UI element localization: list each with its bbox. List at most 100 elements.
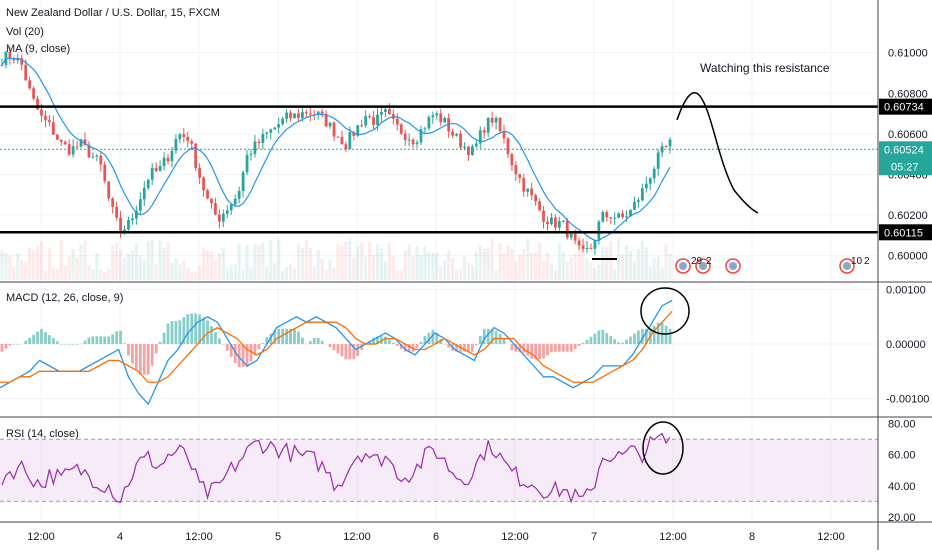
candle-body <box>186 137 189 141</box>
volume-bar <box>380 248 383 280</box>
macd-histogram-bar <box>396 344 399 346</box>
candle-body <box>131 218 134 220</box>
volume-bar <box>214 261 217 280</box>
candle-body <box>546 222 549 224</box>
volume-bar <box>593 268 596 280</box>
candle-body <box>226 210 229 213</box>
candle-body <box>52 122 55 134</box>
candle-body <box>396 119 399 125</box>
price-legend-title: New Zealand Dollar / U.S. Dollar, 15, FX… <box>6 7 220 19</box>
volume-bar <box>408 244 411 280</box>
volume-bar <box>147 242 150 280</box>
candle-body <box>198 168 201 178</box>
volume-bar <box>502 253 505 280</box>
volume-bar <box>435 252 438 280</box>
price-axis[interactable]: 0.610000.608000.606000.604000.602000.600… <box>879 48 932 263</box>
candle-body <box>574 234 577 241</box>
volume-bar <box>115 243 118 280</box>
macd-histogram-bar <box>143 344 146 375</box>
candle-body <box>475 144 478 147</box>
candle-body <box>1 65 4 66</box>
macd-histogram-bar <box>356 344 359 356</box>
annotation-text[interactable]: Watching this resistance <box>700 61 830 75</box>
macd-histogram-bar <box>147 344 150 375</box>
volume-bar <box>364 256 367 280</box>
candle-body <box>653 169 656 179</box>
candle-body <box>360 125 363 126</box>
macd-histogram-bar <box>60 344 63 345</box>
volume-bar <box>467 263 470 280</box>
volume-bar <box>661 269 664 280</box>
macd-histogram-bar <box>605 333 608 344</box>
volume-bar <box>518 255 521 280</box>
candle-body <box>657 152 660 168</box>
macd-histogram-bar <box>123 343 126 344</box>
volume-bar <box>495 271 498 280</box>
candle-body <box>293 114 296 119</box>
volume-bar <box>155 264 158 280</box>
candle-body <box>261 134 264 143</box>
volume-bar <box>139 255 142 280</box>
volume-bar <box>285 267 288 280</box>
volume-bar <box>194 271 197 280</box>
candle-body <box>321 112 324 114</box>
macd-histogram-bar <box>471 344 474 352</box>
macd-histogram-bar <box>167 323 170 344</box>
candle-body <box>281 119 284 125</box>
volume-bar <box>32 250 35 280</box>
macd-histogram-bar <box>542 344 545 358</box>
volume-bar <box>313 266 316 280</box>
macd-histogram-bar <box>64 344 67 345</box>
volume-bar <box>431 253 434 280</box>
volume-bar <box>637 249 640 280</box>
macd-histogram-bar <box>261 343 264 344</box>
price-tick-label: 0.60600 <box>888 129 928 141</box>
candle-body <box>408 140 411 141</box>
macd-histogram-bar <box>16 344 19 345</box>
candle-body <box>151 168 154 180</box>
candle-body <box>230 204 233 210</box>
macd-tick-label: 0.00100 <box>886 284 926 296</box>
macd-histogram-bar <box>562 344 565 352</box>
volume-bar <box>570 257 573 280</box>
macd-histogram-bar <box>5 344 8 349</box>
candle-body <box>669 139 672 146</box>
candle-body <box>483 130 486 132</box>
volume-bar <box>249 268 252 280</box>
candle-body <box>178 134 181 139</box>
macd-histogram-bar <box>84 341 87 344</box>
volume-bar <box>372 255 375 280</box>
flag-icon[interactable] <box>676 259 690 273</box>
macd-histogram-bar <box>186 314 189 344</box>
candle-body <box>491 118 494 123</box>
candle-body <box>206 190 209 198</box>
volume-bar <box>83 241 86 280</box>
candle-body <box>443 118 446 122</box>
volume-bar <box>273 263 276 280</box>
volume-bar <box>376 244 379 280</box>
macd-histogram-bar <box>119 331 122 344</box>
volume-bar <box>123 258 126 280</box>
macd-histogram-bar <box>68 344 71 345</box>
candle-body <box>289 113 292 119</box>
flag-icon[interactable] <box>726 259 740 273</box>
macd-histogram-bar <box>24 341 27 344</box>
candle-body <box>404 134 407 140</box>
volume-bar <box>64 265 67 280</box>
volume-bar <box>653 258 656 280</box>
volume-bar <box>321 259 324 280</box>
volume-bar <box>309 248 312 280</box>
candle-body <box>40 109 43 115</box>
volume-bar <box>479 245 482 280</box>
candle-body <box>258 142 261 143</box>
candle-body <box>487 118 490 133</box>
volume-bar <box>439 267 442 280</box>
candle-body <box>222 214 225 222</box>
candle-body <box>467 147 470 155</box>
volume-bar <box>384 261 387 280</box>
volume-bar <box>463 256 466 280</box>
volume-bar <box>24 262 27 280</box>
